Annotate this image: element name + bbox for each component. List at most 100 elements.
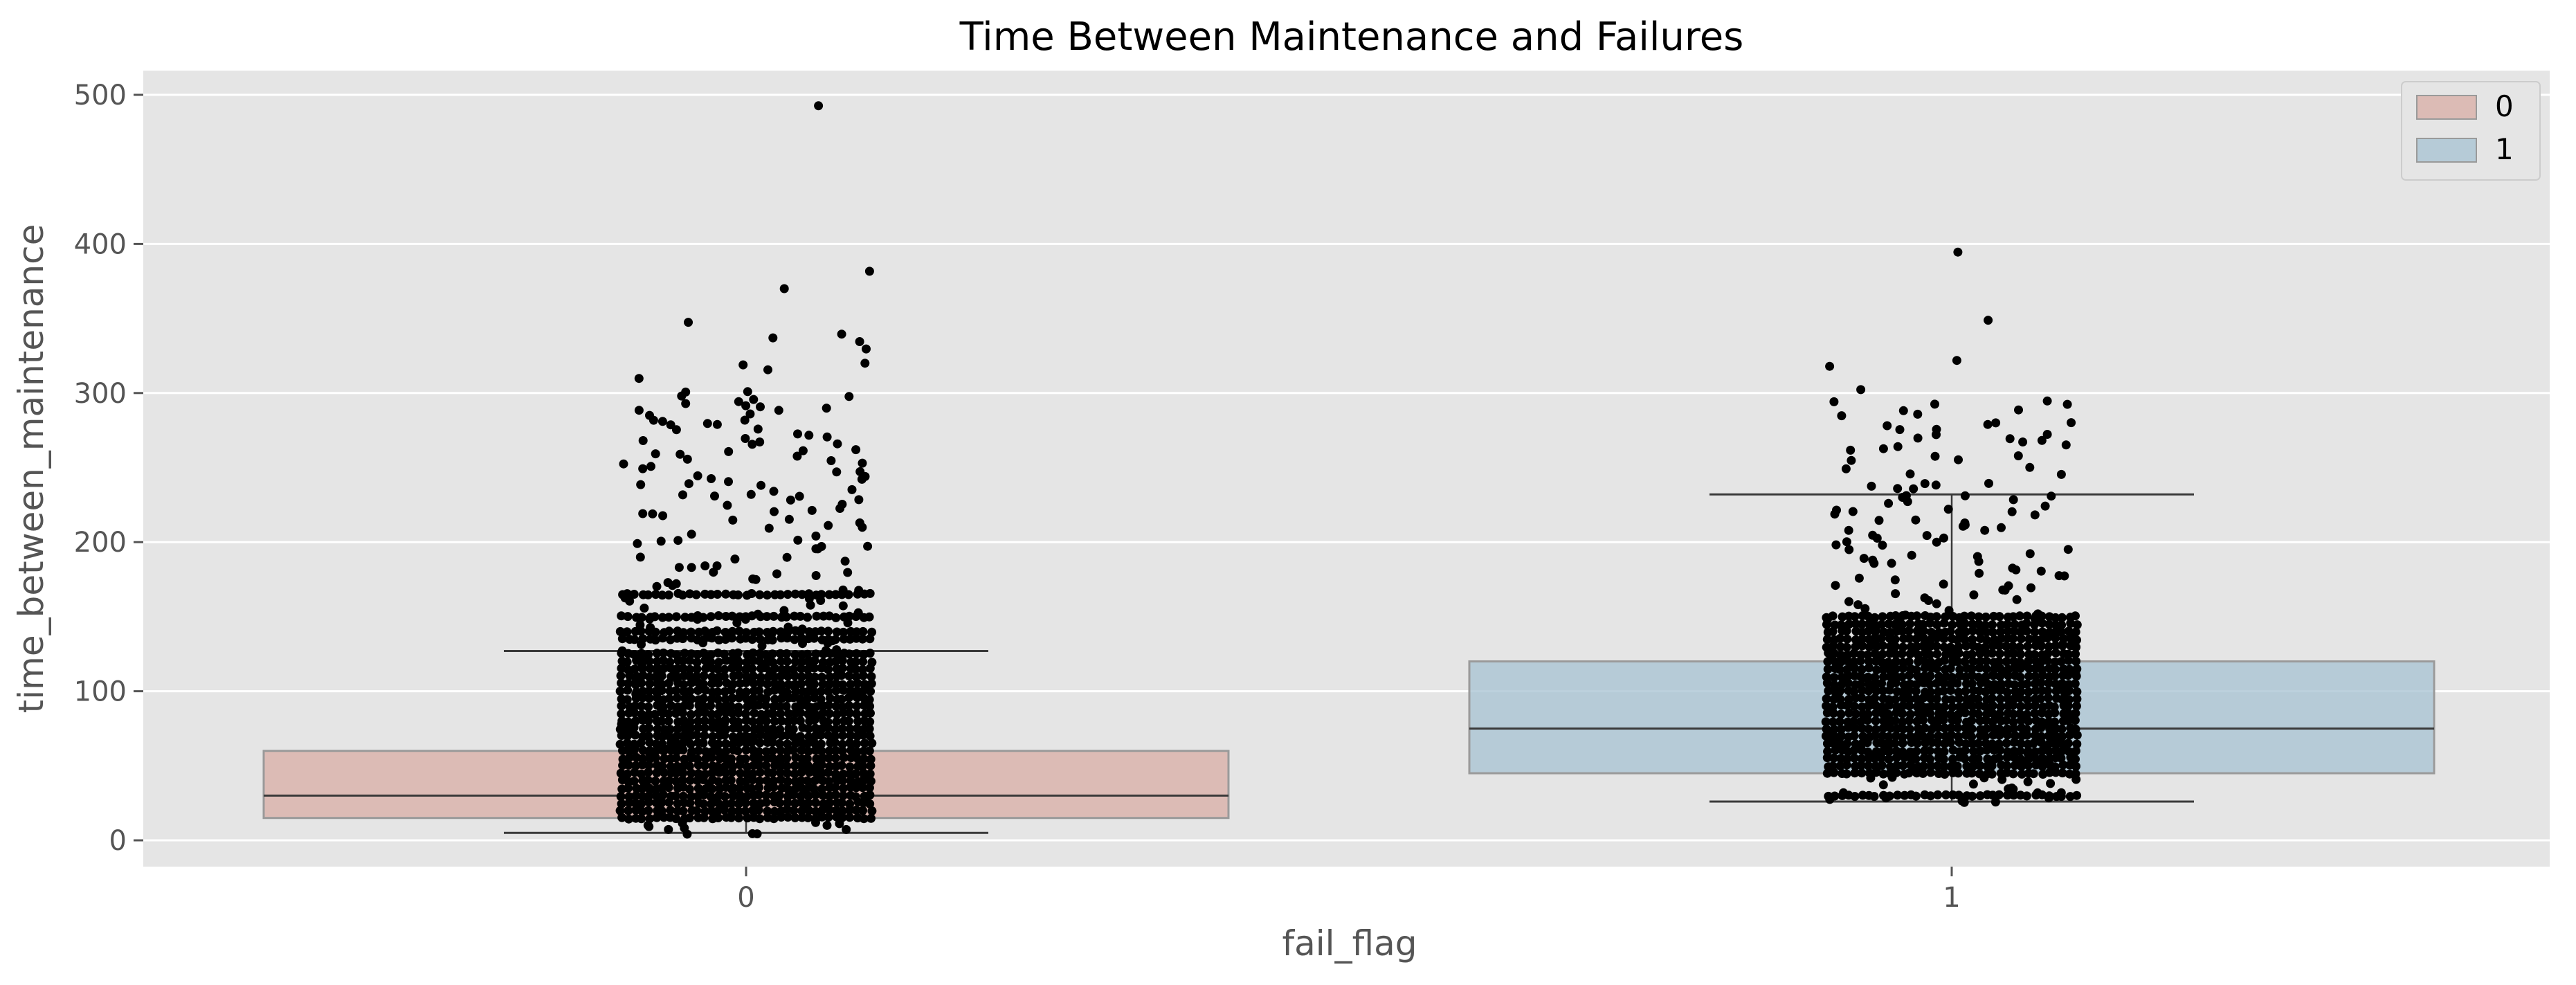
strip-point [685,687,695,696]
strip-point [1825,361,1835,371]
strip-point [645,664,655,674]
strip-point [624,665,633,674]
strip-point [631,761,640,770]
strip-point [637,814,646,824]
strip-point [1863,710,1873,719]
strip-point [671,668,680,677]
strip-point [700,716,709,725]
strip-point [2057,724,2067,734]
strip-point [2071,709,2080,718]
strip-point [837,656,847,665]
strip-point [842,824,851,834]
strip-point [1825,795,1835,804]
strip-point [623,612,633,622]
strip-point [1905,633,1914,643]
strip-point [866,761,876,770]
strip-point [693,471,702,480]
strip-point [1849,687,1859,696]
strip-point [624,784,633,793]
strip-point [2065,714,2075,724]
strip-point [625,752,635,762]
strip-point [789,716,799,725]
strip-point [1878,723,1888,733]
strip-point [630,665,640,674]
strip-point [716,803,725,813]
strip-point [1987,739,1997,749]
strip-point [1829,694,1839,704]
strip-point [1898,724,1908,734]
strip-point [666,701,676,710]
strip-point [852,649,861,658]
strip-point [1953,723,1963,732]
strip-point [1856,656,1865,666]
strip-point [682,734,692,744]
strip-point [727,806,737,816]
strip-point [1981,612,1990,622]
strip-point [2051,734,2061,743]
strip-point [1934,671,1944,681]
strip-point [768,710,778,719]
strip-point [1829,673,1839,683]
strip-point [707,474,716,483]
strip-point [1871,708,1881,718]
strip-point [2051,613,2060,622]
strip-point [1858,641,1867,651]
strip-point [2040,631,2049,640]
strip-point [790,657,800,667]
strip-point [707,694,716,704]
strip-point [682,454,692,464]
strip-point [743,387,752,397]
strip-point [1870,613,1880,622]
strip-point [2008,769,2018,779]
strip-point [1926,761,1936,770]
strip-point [681,727,691,737]
strip-point [799,788,809,797]
strip-point [843,618,853,628]
strip-point [2022,626,2031,636]
strip-point [1981,672,1990,681]
strip-point [700,561,710,570]
strip-point [700,761,709,770]
strip-point [1837,731,1847,741]
y-tick-label: 200 [74,527,127,559]
strip-point [728,515,738,525]
strip-point [1996,702,2006,712]
strip-point [687,563,696,572]
strip-point [803,776,813,786]
strip-point [761,650,770,660]
strip-point [867,806,877,815]
strip-point [646,462,655,471]
strip-point [1842,634,1852,644]
strip-point [1849,731,1859,741]
strip-point [1879,705,1889,714]
strip-point [865,649,875,658]
strip-point [636,480,646,489]
strip-point [851,805,861,815]
strip-point [615,806,625,815]
strip-point [1898,709,1907,719]
strip-point [2058,768,2067,778]
strip-point [1931,480,1941,490]
strip-point [1911,687,1921,696]
strip-point [645,785,655,795]
strip-point [1875,653,1885,663]
strip-point [1962,761,1972,771]
strip-point [1913,650,1923,660]
strip-point [619,459,628,469]
strip-point [724,477,733,487]
strip-point [1948,620,1957,630]
strip-point [680,613,690,622]
strip-point [1919,710,1928,719]
strip-point [741,754,750,763]
strip-point [678,656,688,665]
strip-point [637,613,646,622]
strip-point [741,777,750,786]
strip-point [1975,627,1985,637]
strip-point [768,746,777,756]
strip-point [671,686,680,696]
strip-point [865,588,875,598]
strip-point [864,746,874,756]
strip-point [781,702,791,711]
strip-point [624,760,633,770]
strip-point [755,590,765,599]
